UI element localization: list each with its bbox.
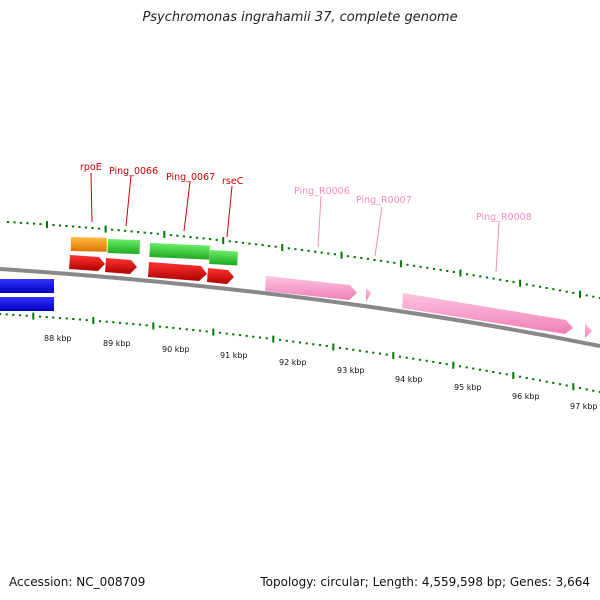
cds-ping-0066-arrow[interactable] bbox=[105, 258, 137, 274]
scale-label: 89 kbp bbox=[103, 339, 131, 348]
label-ping-r0006: Ping_R0006 bbox=[294, 186, 350, 197]
scale-label: 97 kbp bbox=[570, 402, 598, 411]
rrna-ping-r0008-arrow[interactable] bbox=[402, 293, 573, 334]
topology-stats-text: Topology: circular; Length: 4,559,598 bp… bbox=[260, 575, 590, 589]
feature-ping-0066-gene[interactable] bbox=[107, 239, 140, 255]
label-rpoE: rpoE bbox=[80, 162, 102, 173]
map-title: Psychromonas ingrahamii 37, complete gen… bbox=[142, 10, 458, 25]
accession-text: Accession: NC_008709 bbox=[9, 575, 146, 589]
rrna-extra-arrow[interactable] bbox=[585, 323, 592, 338]
feature-rpoE-gene[interactable] bbox=[70, 237, 107, 252]
scale-label: 93 kbp bbox=[337, 366, 365, 375]
scale-label: 96 kbp bbox=[512, 392, 540, 401]
inner-tick-ring bbox=[0, 312, 600, 393]
rrna-ping-r0007-arrow[interactable] bbox=[366, 288, 371, 302]
feature-rsec-gene[interactable] bbox=[209, 250, 238, 266]
label-ping-0066: Ping_0066 bbox=[109, 166, 158, 177]
feature-blue-top[interactable] bbox=[0, 279, 54, 293]
scale-label: 88 kbp bbox=[44, 334, 72, 343]
scale-labels: 88 kbp 89 kbp 90 kbp 91 kbp 92 kbp 93 kb… bbox=[44, 334, 598, 411]
scale-label: 91 kbp bbox=[220, 351, 248, 360]
rrna-ping-r0006-arrow[interactable] bbox=[265, 276, 357, 300]
label-ping-r0007: Ping_R0007 bbox=[356, 195, 412, 206]
leader-lines bbox=[90, 172, 500, 273]
cds-ping-0067-arrow[interactable] bbox=[148, 262, 207, 281]
cds-rsec-arrow[interactable] bbox=[207, 268, 234, 284]
scale-label: 94 kbp bbox=[395, 375, 423, 384]
feature-ping-0067-gene[interactable] bbox=[149, 243, 210, 260]
scale-label: 92 kbp bbox=[279, 358, 307, 367]
outer-tick-ring bbox=[6, 221, 600, 299]
label-ping-0067: Ping_0067 bbox=[166, 172, 215, 183]
cds-rpoE-arrow[interactable] bbox=[69, 255, 105, 271]
scale-label: 90 kbp bbox=[162, 345, 190, 354]
scale-label: 95 kbp bbox=[454, 383, 482, 392]
feature-blue-bottom[interactable] bbox=[0, 297, 54, 311]
label-ping-r0008: Ping_R0008 bbox=[476, 212, 532, 223]
genome-backbone bbox=[0, 267, 600, 348]
label-rsec: rseC bbox=[222, 176, 244, 187]
